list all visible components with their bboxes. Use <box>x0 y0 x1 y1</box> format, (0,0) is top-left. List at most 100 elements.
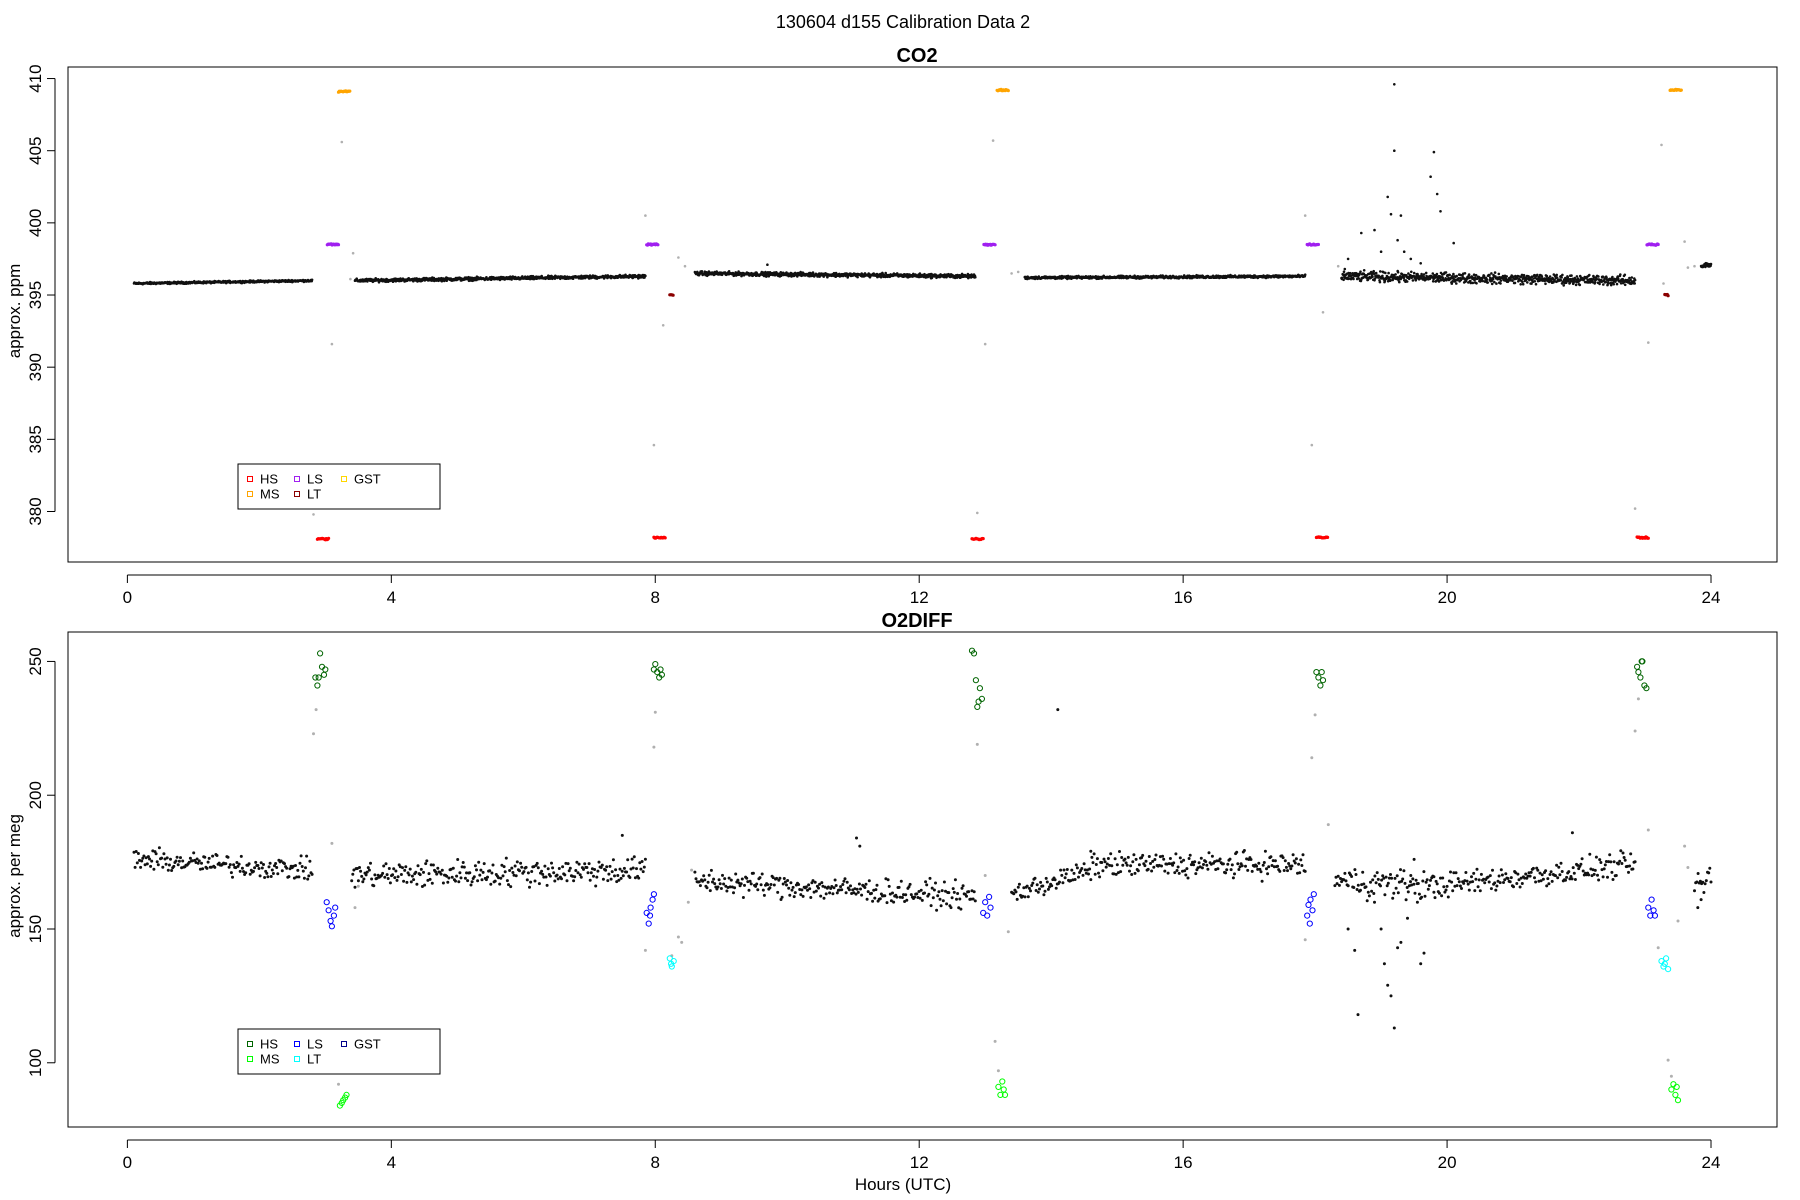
o2diff-ambient-point <box>1365 899 1369 903</box>
co2-calibration-point-hs <box>981 536 985 541</box>
co2-ambient-point <box>1540 275 1544 278</box>
o2diff-ambient-point <box>599 866 603 869</box>
o2diff-ambient-point <box>1479 872 1483 876</box>
o2diff-ambient-point <box>224 862 228 866</box>
o2diff-plot-frame <box>67 631 1778 1128</box>
o2diff-ambient-point <box>1422 870 1426 874</box>
o2diff-ambient-point <box>1472 871 1476 875</box>
o2diff-ambient-point <box>605 865 609 869</box>
o2diff-ambient-point <box>1267 865 1271 869</box>
o2diff-ambient-point <box>621 874 625 878</box>
co2-transition-point <box>991 139 995 142</box>
o2diff-ambient-point <box>161 865 165 869</box>
o2diff-calibration-point-hs <box>976 685 984 692</box>
o2diff-ambient-point <box>1272 865 1276 869</box>
o2diff-ambient-point <box>1065 868 1069 871</box>
o2diff-ambient-point <box>1152 865 1156 869</box>
o2diff-ambient-point <box>1104 865 1108 869</box>
o2diff-ambient-point <box>1454 871 1458 875</box>
o2diff-ambient-point <box>640 860 644 863</box>
o2diff-ambient-point <box>510 866 514 870</box>
co2-ambient-point <box>1574 283 1578 287</box>
o2diff-ambient-point <box>1557 865 1561 869</box>
o2diff-ambient-point <box>206 860 210 864</box>
o2diff-x-tick-label: 12 <box>910 1153 929 1172</box>
o2diff-ambient-point <box>797 883 801 886</box>
o2diff-ambient-point <box>1500 873 1504 877</box>
o2diff-transition-point <box>993 1039 997 1043</box>
co2-ambient-point <box>1595 277 1598 281</box>
o2diff-ambient-point <box>804 885 808 889</box>
co2-ambient-point <box>1586 278 1589 282</box>
o2diff-transition-point <box>356 884 360 888</box>
o2diff-ambient-point <box>1246 868 1250 872</box>
co2-transition-point <box>1321 311 1325 314</box>
co2-ambient-point <box>1439 210 1442 213</box>
o2diff-ambient-point <box>778 876 782 880</box>
o2diff-ambient-point <box>179 856 182 860</box>
o2diff-ambient-point <box>463 876 467 880</box>
o2diff-ambient-point <box>415 882 419 886</box>
o2diff-transition-point <box>1310 756 1314 760</box>
o2diff-ambient-point <box>631 866 635 870</box>
o2diff-ambient-point <box>1627 870 1630 874</box>
o2diff-ambient-point <box>146 855 150 859</box>
o2diff-ambient-point <box>1105 862 1109 866</box>
o2diff-ambient-point <box>257 867 261 870</box>
o2diff-calibration-point-hs <box>1637 674 1644 681</box>
o2diff-ambient-point <box>1449 870 1452 874</box>
o2diff-ambient-point <box>1193 860 1197 864</box>
o2diff-ambient-point <box>1103 860 1107 864</box>
o2diff-ambient-point <box>707 873 711 877</box>
o2diff-ambient-point <box>574 869 578 872</box>
co2-ambient-point <box>445 279 449 283</box>
co2-ambient-point <box>799 270 802 274</box>
o2diff-ambient-point <box>364 873 368 877</box>
o2diff-legend-label-ls: LS <box>307 1037 323 1052</box>
o2diff-ambient-point <box>1174 852 1178 856</box>
o2diff-calibration-point-ls <box>325 907 332 914</box>
o2diff-ambient-point <box>701 879 705 883</box>
o2diff-ambient-point <box>1050 884 1054 888</box>
o2diff-ambient-point <box>919 888 923 892</box>
o2diff-ambient-point <box>616 874 620 877</box>
o2diff-y-tick-label: 100 <box>26 1049 45 1077</box>
o2diff-ambient-point <box>1205 863 1209 867</box>
o2diff-ambient-point <box>165 856 169 860</box>
co2-panel-title: CO2 <box>896 45 937 67</box>
o2diff-ambient-point <box>1346 884 1350 888</box>
o2diff-ambient-point <box>903 900 907 903</box>
o2diff-ambient-point <box>1172 861 1176 865</box>
co2-ambient-point <box>1342 278 1345 282</box>
co2-ambient-point <box>1499 279 1503 282</box>
o2diff-ambient-point <box>826 885 830 889</box>
o2diff-calibration-point-lt <box>1665 966 1672 973</box>
o2diff-ambient-point <box>1579 862 1583 866</box>
o2diff-ambient-point <box>1391 896 1395 900</box>
o2diff-ambient-point <box>188 856 192 860</box>
co2-ambient-point <box>1612 282 1615 286</box>
o2diff-ambient-point <box>1298 871 1302 875</box>
o2diff-legend-label-lt: LT <box>307 1052 321 1067</box>
o2diff-ambient-point <box>835 891 839 895</box>
o2diff-ambient-point <box>460 865 464 869</box>
o2diff-ambient-point <box>500 863 504 867</box>
o2diff-ambient-point <box>1282 869 1286 872</box>
co2-ambient-point <box>766 263 769 267</box>
o2diff-ambient-point <box>1073 878 1077 881</box>
o2diff-ambient-point <box>1186 876 1190 880</box>
o2diff-ambient-point <box>1629 852 1633 856</box>
o2diff-ambient-point <box>808 887 812 891</box>
o2diff-transition-point <box>996 1069 1000 1073</box>
o2diff-ambient-point <box>1109 852 1113 856</box>
o2diff-ambient-point <box>1518 885 1522 889</box>
o2diff-ambient-point <box>170 869 174 872</box>
o2diff-ambient-point <box>150 859 154 863</box>
o2diff-ambient-point <box>1515 882 1519 885</box>
o2diff-ambient-point <box>1696 906 1700 910</box>
o2diff-ambient-point <box>1240 864 1244 868</box>
co2-ambient-point <box>1409 257 1413 261</box>
o2diff-ambient-point <box>1466 882 1470 886</box>
co2-ambient-point <box>1384 271 1387 275</box>
o2diff-ambient-point <box>1596 873 1599 877</box>
